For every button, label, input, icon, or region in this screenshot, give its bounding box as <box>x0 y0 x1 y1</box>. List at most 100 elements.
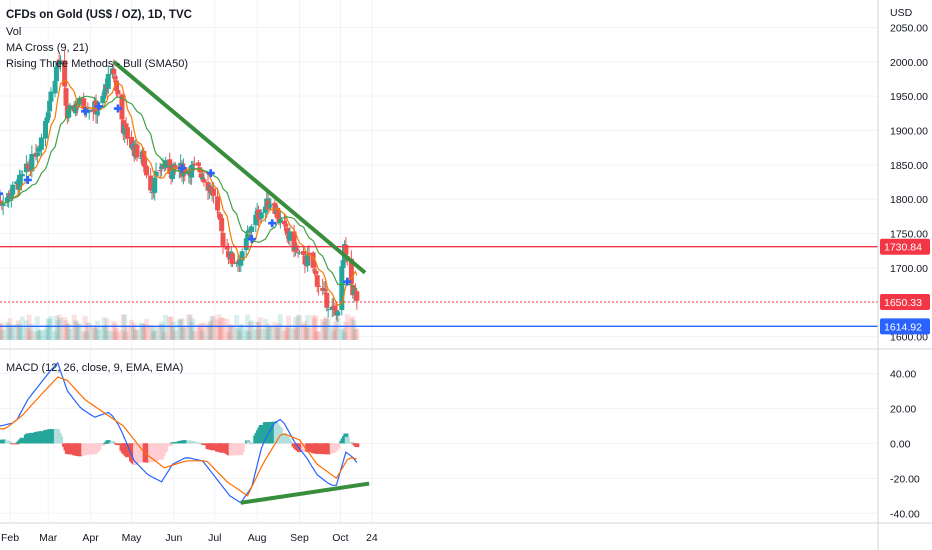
macd-histogram-bar <box>29 432 35 444</box>
cross-marker <box>178 164 187 173</box>
volume-bar <box>153 326 159 340</box>
time-axis-tick-label: Aug <box>248 532 267 544</box>
legend-ma-cross[interactable]: MA Cross (9, 21) <box>6 42 89 54</box>
legend-volume[interactable]: Vol <box>6 26 22 38</box>
candle-body <box>313 270 319 275</box>
volume-bar <box>144 318 150 340</box>
volume-bar <box>71 314 77 340</box>
volume-bar <box>190 318 196 340</box>
candle-body <box>243 238 249 251</box>
volume-bar <box>10 324 16 340</box>
volume-bar <box>294 327 300 340</box>
volume-bar <box>101 317 107 340</box>
volume-bar <box>179 318 185 340</box>
volume-bar <box>109 331 115 340</box>
legend-symbol-title[interactable]: CFDs on Gold (US$ / OZ), 1D, TVC <box>6 9 192 21</box>
candle-body <box>142 164 148 168</box>
macd-histogram-bar <box>268 421 274 444</box>
macd-histogram-bar <box>96 443 102 451</box>
volume-bar <box>142 324 148 340</box>
macd-histogram-bar <box>67 443 73 455</box>
candle-body <box>305 254 311 266</box>
volume-bar <box>114 328 120 340</box>
volume-bar <box>257 317 263 340</box>
volume-bar <box>189 321 195 340</box>
candle-body <box>23 163 29 173</box>
price-axis-tick-label: 1950.00 <box>890 91 928 103</box>
macd-histogram-bar <box>124 443 130 458</box>
candle-body <box>172 165 178 170</box>
candles <box>0 50 360 322</box>
time-axis-tick-label: Sep <box>290 532 309 544</box>
macd-histogram-bar <box>19 437 25 444</box>
candle-body <box>134 144 140 158</box>
volume-bar <box>123 331 129 340</box>
volume-bar <box>38 330 44 340</box>
price-axis-tick-label: 1750.00 <box>890 229 928 241</box>
volume-bar <box>14 323 20 340</box>
candle-body <box>198 173 204 178</box>
volume-bar <box>47 319 53 340</box>
volume-bar <box>149 326 155 340</box>
volume-bar <box>343 321 349 340</box>
volume-bar <box>344 314 350 340</box>
volume-bar <box>8 327 14 340</box>
candle-body <box>29 154 35 172</box>
macd-histogram-bar <box>163 443 169 452</box>
candle-body <box>124 127 130 139</box>
macd-histogram-bar <box>144 443 150 463</box>
macd-histogram-bar <box>258 425 264 444</box>
candle-body <box>8 194 14 199</box>
macd-histogram-bar <box>306 443 312 453</box>
volume-bar <box>243 330 249 340</box>
volume-bar <box>191 331 197 340</box>
volume-bar <box>208 320 214 340</box>
volume-bar <box>104 318 110 340</box>
volume-bar <box>0 324 2 340</box>
candle-body <box>197 167 203 173</box>
candle-body <box>53 66 59 82</box>
volume-bar <box>205 324 211 340</box>
candle-body <box>141 150 147 167</box>
macd-axis-tick-label: 20.00 <box>890 403 916 415</box>
volume-bar <box>124 325 130 340</box>
volume-bar <box>324 318 330 340</box>
volume-bar <box>18 327 24 340</box>
volume-bar <box>33 331 39 340</box>
candle-body <box>210 188 216 196</box>
candle-body <box>17 174 23 191</box>
volume-bar <box>303 327 309 340</box>
candle-body <box>215 196 221 211</box>
cross-marker <box>94 102 103 111</box>
candle-body <box>314 275 320 287</box>
price-axis-tick-label: 1900.00 <box>890 126 928 138</box>
volume-bar <box>305 315 311 340</box>
macd-histogram-bar <box>10 443 16 445</box>
volume-bar <box>7 318 13 340</box>
macd-trendline <box>240 481 370 505</box>
volume-bar <box>168 316 174 340</box>
macd-line <box>0 361 358 504</box>
candle-body <box>239 251 245 261</box>
candle-body <box>238 259 244 266</box>
volume-bar <box>55 320 61 340</box>
volume-bar <box>215 319 221 340</box>
legend-pattern[interactable]: Rising Three Methods - Bull (SMA50) <box>6 58 188 70</box>
candle-body <box>112 76 118 80</box>
volume-bar <box>63 320 69 340</box>
cross-marker <box>206 169 215 178</box>
volume-bar <box>43 329 49 340</box>
volume-bar <box>201 322 207 340</box>
volume-bar <box>133 329 139 340</box>
macd-histogram-bar <box>0 439 6 444</box>
volume-bar <box>329 327 335 340</box>
candle-body <box>249 226 255 232</box>
volume-bar <box>235 328 241 340</box>
volume-bar <box>139 323 145 340</box>
legend-macd[interactable]: MACD (12, 26, close, 9, EMA, EMA) <box>6 362 184 374</box>
volume-bar <box>322 316 328 340</box>
macd-histogram-bar <box>230 443 236 456</box>
volume-bar <box>120 314 126 340</box>
macd-histogram-bar <box>105 440 111 444</box>
